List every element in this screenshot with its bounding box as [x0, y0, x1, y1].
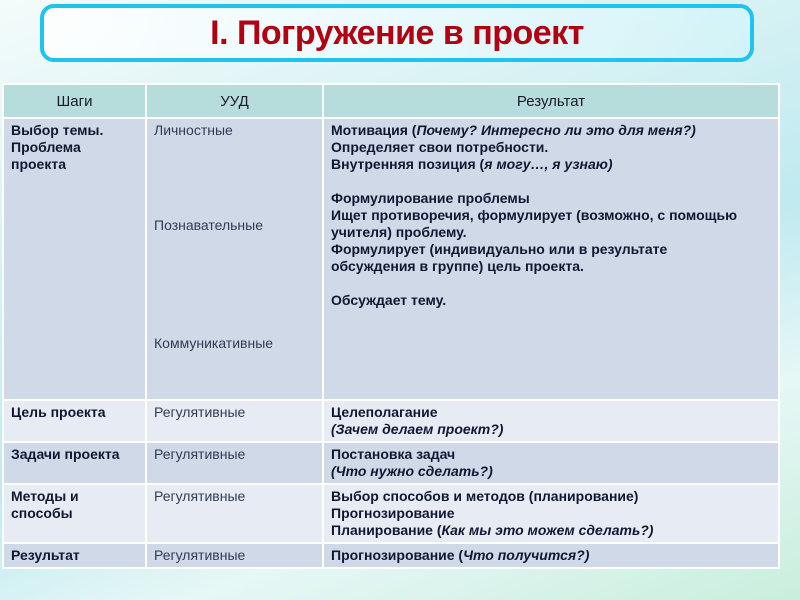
title-banner: I. Погружение в проект: [40, 4, 754, 62]
slide-title: I. Погружение в проект: [210, 13, 584, 52]
header-uud: УУД: [145, 83, 324, 119]
result-cell: Выбор способов и методов (планирование) П…: [322, 483, 780, 544]
step-cell: Выбор темы. Проблема проекта: [2, 117, 147, 401]
result-line: Обсуждает тему.: [331, 292, 447, 308]
uud-item: Познавательные: [154, 217, 264, 233]
step-cell: Результат: [2, 542, 147, 569]
result-line: Определяет свои потребности.: [331, 139, 549, 155]
step-cell: Цель проекта: [2, 399, 147, 443]
result-line: Формулирует (индивидуально или в результ…: [331, 241, 668, 274]
result-line: Ищет противоречия, формулирует (возможно…: [331, 207, 738, 240]
uud-item: Личностные: [154, 122, 233, 138]
header-result: Результат: [322, 83, 780, 119]
table-row: Методы и способы Регулятивные Выбор спос…: [2, 483, 780, 544]
project-table: Шаги УУД Результат Выбор темы. Проблема …: [2, 83, 780, 569]
step-cell: Методы и способы: [2, 483, 147, 544]
result-line: Внутренняя позиция (я могу…, я узнаю): [331, 156, 613, 172]
result-line: Мотивация (Почему? Интересно ли это для …: [331, 122, 696, 138]
uud-cell: Регулятивные: [145, 483, 324, 544]
table-header: Шаги УУД Результат: [2, 83, 780, 119]
result-line: Формулирование проблемы: [331, 190, 530, 206]
table-row: Задачи проекта Регулятивные Постановка з…: [2, 441, 780, 485]
result-cell: Мотивация (Почему? Интересно ли это для …: [322, 117, 780, 401]
table-row: Цель проекта Регулятивные Целеполагание(…: [2, 399, 780, 443]
result-cell: Целеполагание (Зачем делаем проект?): [322, 399, 780, 443]
result-cell: Прогнозирование (Что получится?): [322, 542, 780, 569]
uud-cell: Личностные Познавательные Коммуникативны…: [145, 117, 324, 401]
table-row: Выбор темы. Проблема проекта Личностные …: [2, 117, 780, 401]
result-cell: Постановка задач (Что нужно сделать?): [322, 441, 780, 485]
table-row: Результат Регулятивные Прогнозирование (…: [2, 542, 780, 569]
uud-cell: Регулятивные: [145, 399, 324, 443]
header-steps: Шаги: [2, 83, 147, 119]
step-cell: Задачи проекта: [2, 441, 147, 485]
uud-cell: Регулятивные: [145, 441, 324, 485]
uud-cell: Регулятивные: [145, 542, 324, 569]
uud-item: Коммуникативные: [154, 335, 274, 351]
